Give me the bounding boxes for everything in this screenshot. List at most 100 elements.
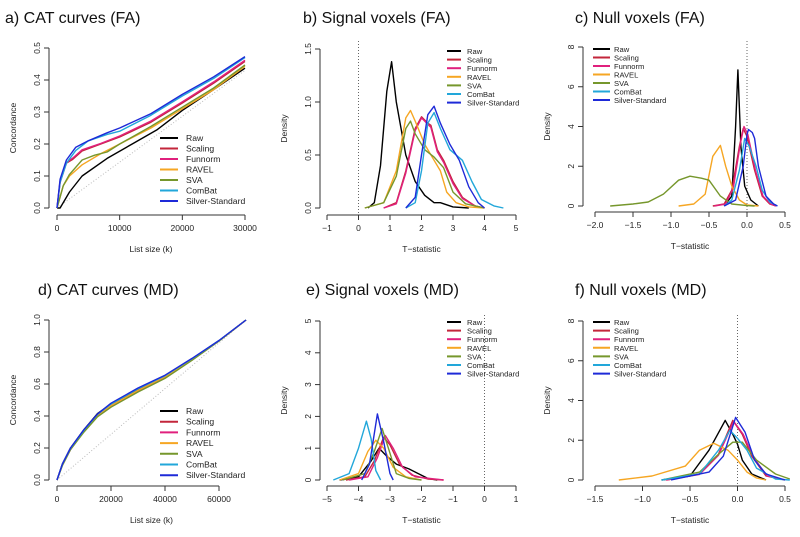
legend-item: ComBat — [447, 361, 495, 370]
x-tick-label: −1.0 — [663, 220, 680, 230]
x-tick-label: 0 — [356, 223, 361, 233]
series-line-combat — [405, 111, 504, 209]
x-tick-label: 10000 — [108, 223, 132, 233]
x-tick-label: 40000 — [153, 494, 177, 504]
legend-label: Scaling — [614, 327, 639, 336]
legend-label: SVA — [186, 449, 203, 459]
legend-label: Scaling — [467, 56, 492, 65]
panel-a: a) CAT curves (FA) 0 10000 20000 30000 List s… — [0, 0, 270, 269]
legend-label: Raw — [186, 406, 204, 416]
legend: RawScalingFunnormRAVELSVAComBatSilver-St… — [160, 406, 245, 480]
legend-item: Silver-Standard — [447, 370, 519, 379]
series-line-raw — [367, 61, 469, 209]
series-line-silver-standard — [56, 56, 246, 209]
legend-item: SVA — [160, 175, 203, 185]
panel-c: c) Null voxels (FA) −2.0 −1.5 −1.0 −0.5 0.0 0.… — [530, 0, 800, 269]
reference-diagonal — [56, 319, 247, 481]
legend-label: Funnorm — [467, 64, 497, 73]
y-tick-label: 0.0 — [32, 202, 42, 214]
panel-d: d) CAT curves (MD) 0 20000 40000 60000 List s… — [0, 268, 270, 537]
y-tick-label: 0.5 — [303, 149, 313, 161]
y-axis-label: Density — [542, 112, 552, 141]
legend-item: Scaling — [160, 417, 214, 427]
legend-item: Funnorm — [593, 62, 644, 71]
legend-label: ComBat — [186, 460, 218, 470]
x-tick-label: 2 — [419, 223, 424, 233]
legend-item: SVA — [593, 79, 630, 88]
legend-item: Funnorm — [447, 64, 497, 73]
legend-item: Scaling — [160, 144, 214, 154]
legend-label: RAVEL — [186, 438, 214, 448]
legend-label: SVA — [614, 352, 630, 361]
legend-item: SVA — [447, 81, 483, 90]
chart-title: b) Signal voxels (FA) — [303, 10, 451, 27]
legend-label: Raw — [614, 318, 630, 327]
chart-title: e) Signal voxels (MD) — [306, 282, 459, 299]
chart-c: c) Null voxels (FA) −2.0 −1.5 −1.0 −0.5 0.0 0.… — [542, 10, 791, 251]
series-line-combat — [661, 429, 790, 481]
series-line-ravel — [678, 144, 759, 207]
y-axis: 0 2 4 6 8 — [566, 318, 584, 482]
legend-item: RAVEL — [593, 344, 638, 353]
x-tick-label: 30000 — [233, 223, 257, 233]
series-line-sva — [56, 64, 246, 209]
x-tick-label: −0.5 — [682, 494, 699, 504]
legend-item: Silver-Standard — [447, 99, 519, 108]
y-tick-label: 1.5 — [303, 43, 313, 55]
legend-label: ComBat — [467, 361, 495, 370]
legend: RawScalingFunnormRAVELSVAComBatSilver-St… — [160, 133, 245, 206]
legend-label: SVA — [467, 81, 483, 90]
series-line-funnorm — [714, 125, 777, 207]
x-axis-label: T−statistic — [671, 515, 710, 525]
y-tick-label: 6 — [566, 358, 576, 363]
legend-label: Scaling — [467, 327, 492, 336]
x-axis: −5 −4 −3 −2 −1 0 1 — [322, 485, 519, 504]
legend-item: RAVEL — [593, 71, 638, 80]
legend-item: Funnorm — [447, 335, 497, 344]
x-tick-label: −4 — [354, 494, 364, 504]
legend-label: Silver-Standard — [186, 196, 245, 206]
y-tick-label: 0 — [303, 477, 313, 482]
x-tick-label: −1.0 — [634, 494, 651, 504]
legend-item: Silver-Standard — [160, 470, 245, 480]
legend-label: Raw — [467, 318, 483, 327]
y-axis-label: Density — [279, 114, 289, 143]
legend-label: SVA — [186, 175, 203, 185]
legend-item: Raw — [160, 133, 204, 143]
legend-item: RAVEL — [160, 165, 214, 175]
series-line-silver-standard — [405, 105, 485, 209]
x-axis: 0 10000 20000 30000 — [55, 214, 257, 233]
x-axis-label: T−statistic — [402, 515, 441, 525]
legend-item: Scaling — [447, 56, 492, 65]
y-tick-label: 0.8 — [32, 346, 42, 358]
x-tick-label: 0.0 — [732, 494, 744, 504]
y-tick-label: 0.2 — [32, 442, 42, 454]
y-axis: 0 2 4 6 8 — [566, 44, 584, 208]
legend-label: Silver-Standard — [186, 470, 245, 480]
legend-label: Raw — [467, 47, 483, 56]
x-axis: 0 20000 40000 60000 — [55, 485, 231, 504]
legend-item: ComBat — [160, 186, 218, 196]
legend-item: RAVEL — [160, 438, 214, 448]
y-tick-label: 0.3 — [32, 106, 42, 118]
x-tick-label: 0 — [55, 494, 60, 504]
series-line-silver-standard — [723, 128, 778, 207]
x-tick-label: 1 — [514, 494, 519, 504]
y-tick-label: 0.6 — [32, 378, 42, 390]
x-axis-label: List size (k) — [130, 515, 173, 525]
y-tick-label: 2 — [566, 164, 576, 169]
y-tick-label: 0.0 — [303, 202, 313, 214]
y-tick-label: 0.2 — [32, 138, 42, 150]
x-tick-label: 0 — [55, 223, 60, 233]
legend-item: Funnorm — [160, 154, 220, 164]
y-tick-label: 5 — [303, 318, 313, 323]
y-tick-label: 1.0 — [303, 96, 313, 108]
series-line-silver-standard — [56, 319, 247, 481]
legend-label: Silver-Standard — [614, 370, 666, 379]
x-tick-label: 0 — [482, 494, 487, 504]
legend-label: RAVEL — [614, 71, 638, 80]
legend-item: Raw — [160, 406, 204, 416]
y-axis: 0.0 0.2 0.4 0.6 0.8 1.0 — [32, 314, 50, 486]
legend-label: RAVEL — [614, 344, 638, 353]
legend: RawScalingFunnormRAVELSVAComBatSilver-St… — [593, 45, 666, 105]
